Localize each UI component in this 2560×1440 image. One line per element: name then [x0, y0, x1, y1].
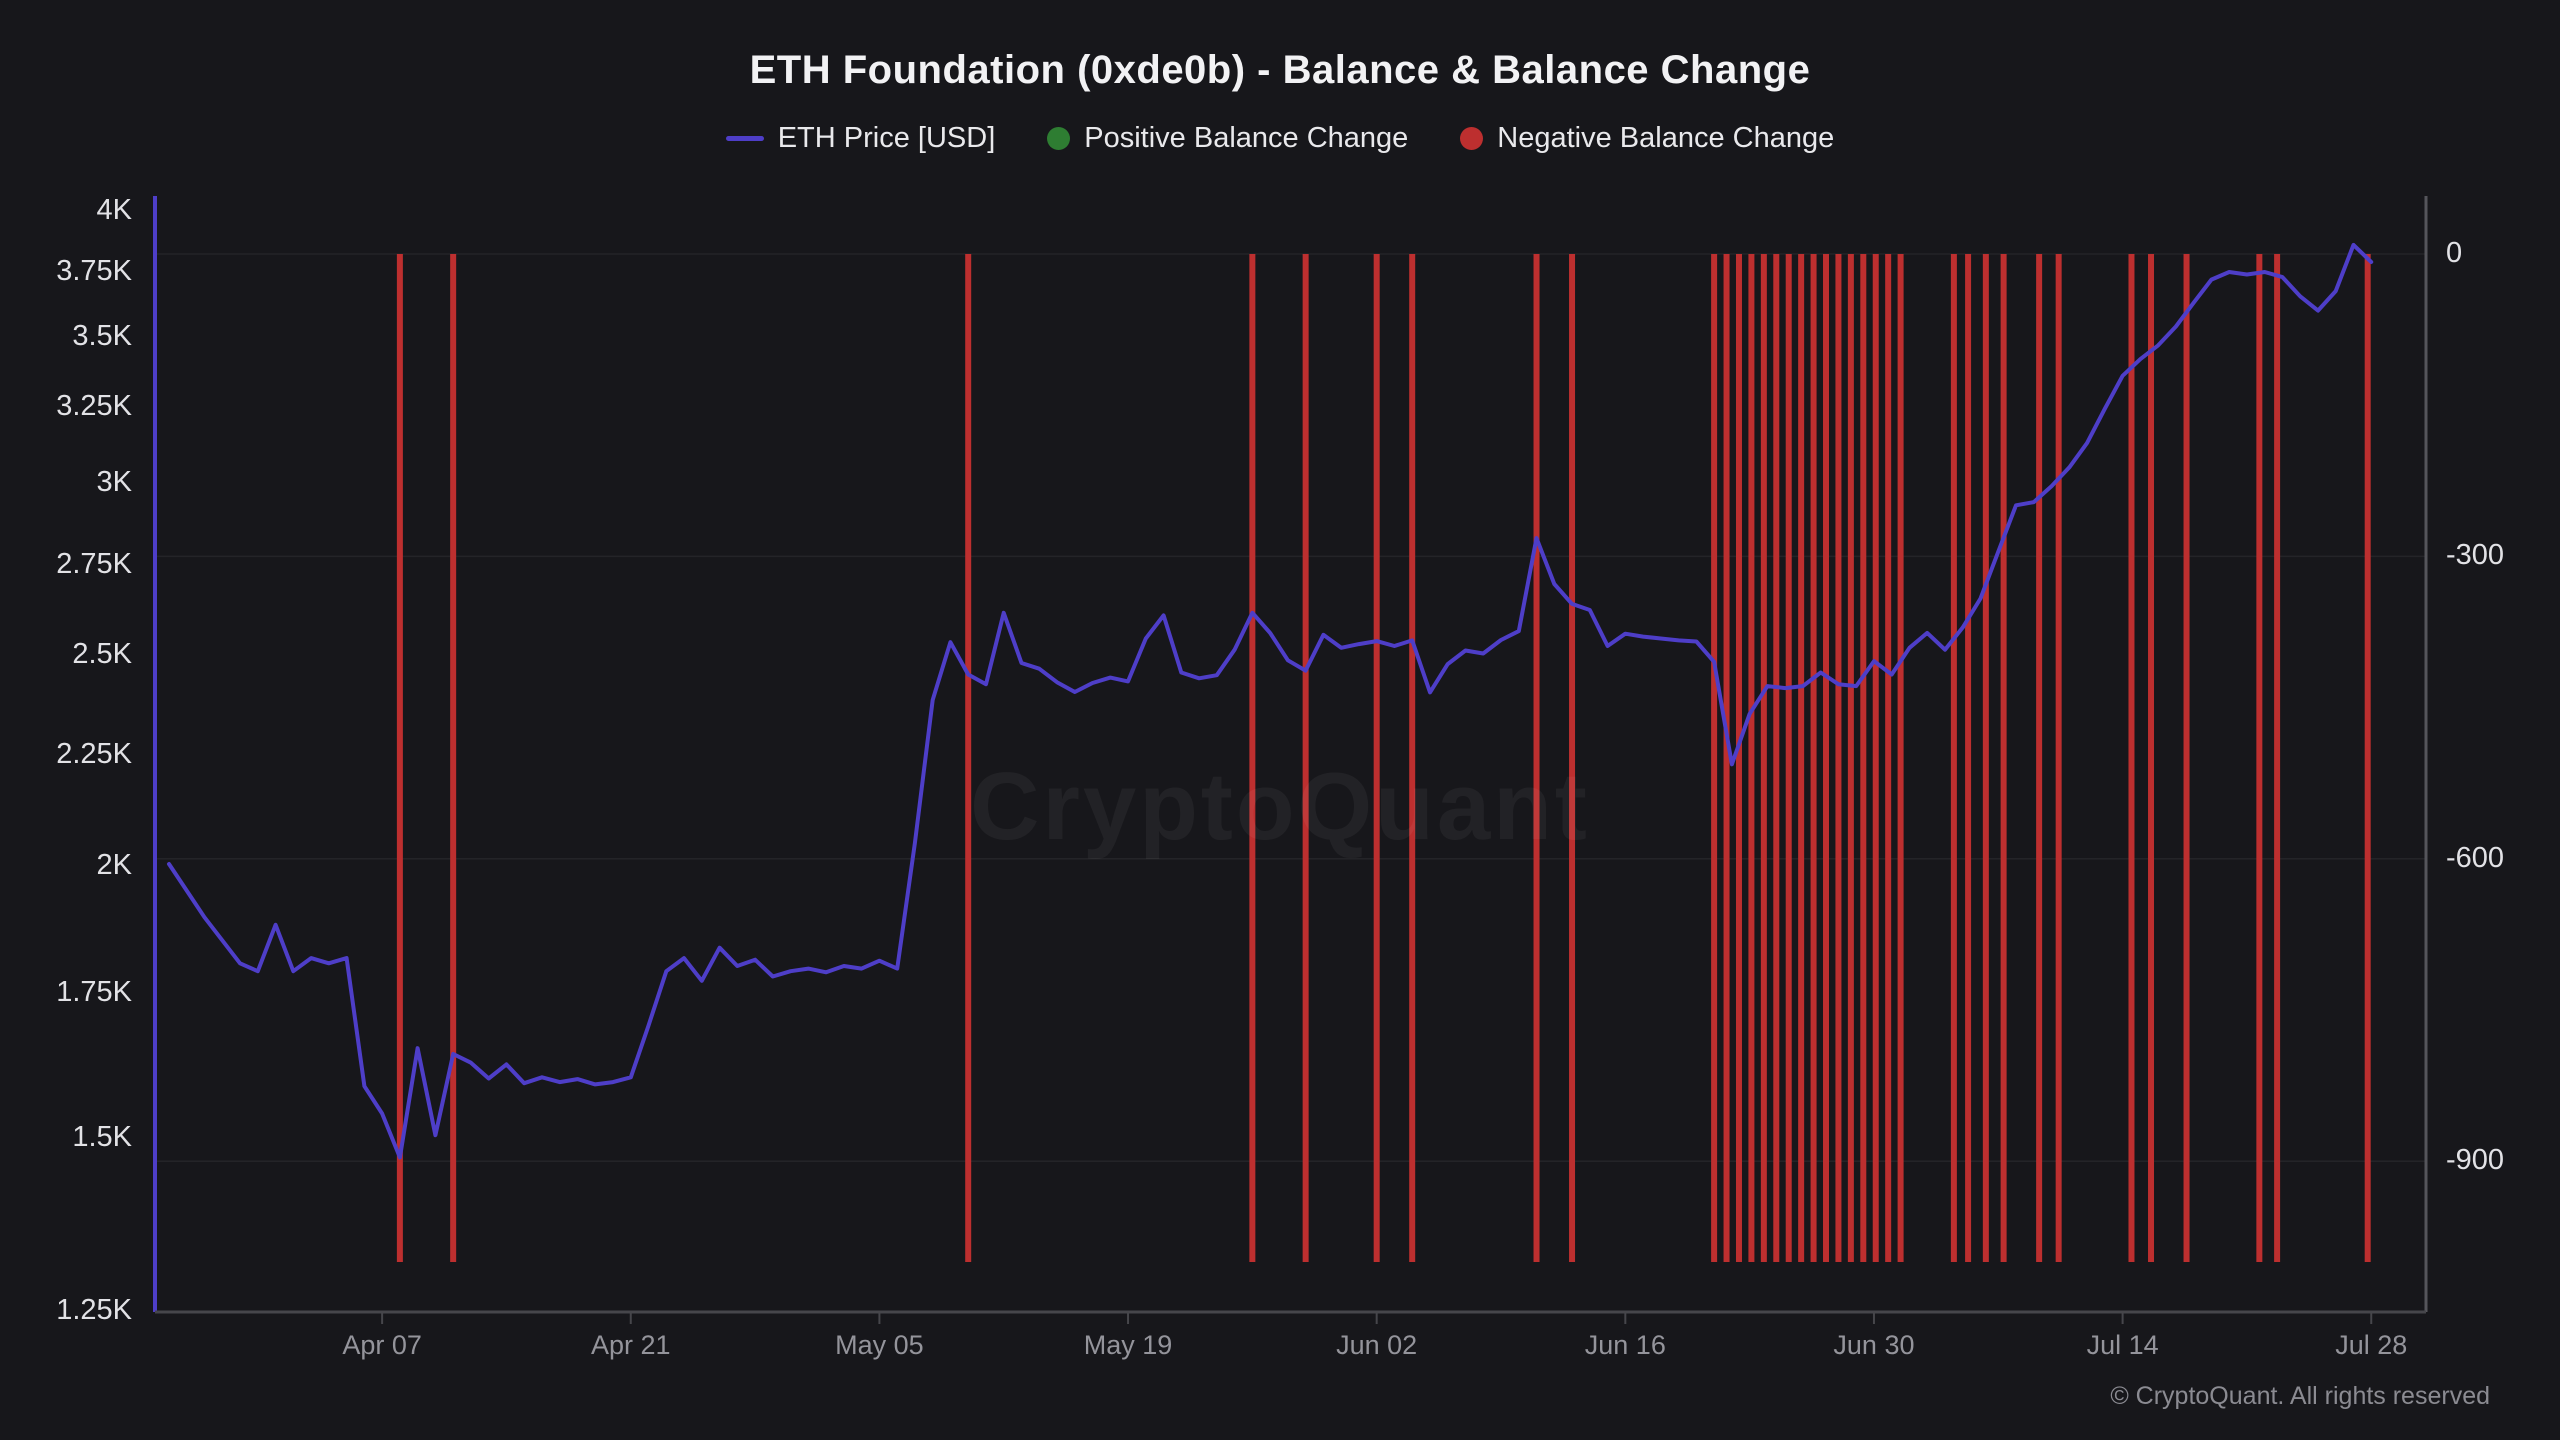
negative-balance-bar[interactable] — [1533, 254, 1540, 1262]
negative-balance-bar[interactable] — [1798, 254, 1805, 1262]
negative-balance-bar[interactable] — [2128, 254, 2135, 1262]
negative-balance-bar[interactable] — [1373, 254, 1380, 1262]
x-tick-label: May 05 — [835, 1330, 924, 1360]
negative-balance-bar[interactable] — [1723, 254, 1730, 1262]
y-left-tick-label: 1.5K — [72, 1121, 132, 1154]
y-left-tick-label: 1.25K — [56, 1293, 132, 1326]
negative-balance-bar[interactable] — [1735, 254, 1742, 1262]
x-tick-label: Apr 21 — [590, 1330, 671, 1360]
copyright-text: © CryptoQuant. All rights reserved — [2110, 1382, 2490, 1410]
negative-balance-bar[interactable] — [1711, 254, 1718, 1262]
negative-balance-bar[interactable] — [965, 254, 972, 1262]
negative-balance-bar[interactable] — [1872, 254, 1879, 1262]
y-left-tick-label: 2.25K — [56, 737, 132, 770]
y-right-tick-label: -900 — [2446, 1144, 2505, 1177]
negative-balance-bar[interactable] — [2256, 254, 2263, 1262]
y-left-tick-label: 1.75K — [56, 975, 132, 1008]
dot-swatch-icon — [1047, 127, 1071, 150]
negative-balance-bar[interactable] — [2055, 254, 2062, 1262]
y-left-tick-label: 3K — [96, 465, 132, 498]
negative-balance-bar[interactable] — [1823, 254, 1830, 1262]
y-left-tick-label: 2.5K — [72, 638, 132, 671]
negative-balance-bar[interactable] — [1897, 254, 1904, 1262]
x-tick-label: Jun 30 — [1833, 1330, 1915, 1360]
y-left-tick-label: 3.25K — [56, 390, 132, 423]
negative-balance-bar[interactable] — [396, 254, 403, 1262]
chart-title: ETH Foundation (0xde0b) - Balance & Bala… — [749, 48, 1811, 92]
negative-balance-bar[interactable] — [450, 254, 457, 1262]
negative-balance-bar[interactable] — [2274, 254, 2281, 1262]
y-right-tick-label: -600 — [2446, 841, 2505, 874]
negative-balance-bar[interactable] — [1965, 254, 1972, 1262]
negative-balance-bar[interactable] — [1249, 254, 1256, 1262]
negative-balance-bar[interactable] — [1885, 254, 1892, 1262]
negative-balance-bar[interactable] — [1860, 254, 1867, 1262]
negative-balance-bar[interactable] — [1569, 254, 1576, 1262]
y-left-tick-label: 2K — [96, 849, 132, 882]
x-tick-label: Jun 16 — [1584, 1330, 1666, 1360]
negative-balance-bar[interactable] — [1785, 254, 1792, 1262]
eth-price-line[interactable] — [167, 242, 2374, 1160]
negative-balance-bar[interactable] — [1950, 254, 1957, 1262]
legend-item-negative-balance-change[interactable]: Negative Balance Change — [1460, 122, 1834, 155]
legend-item-label: Positive Balance Change — [1084, 122, 1409, 154]
x-tick-label: Jul 14 — [2086, 1330, 2159, 1360]
x-tick-label: May 19 — [1083, 1330, 1173, 1360]
negative-balance-bar[interactable] — [2000, 254, 2007, 1262]
negative-balance-bar[interactable] — [1773, 254, 1780, 1262]
legend-item-eth-price-usd-[interactable]: ETH Price [USD] — [725, 122, 996, 155]
y-right-tick-label: 0 — [2446, 236, 2463, 269]
dot-swatch-icon — [1460, 127, 1484, 150]
x-tick-label: Jun 02 — [1336, 1330, 1418, 1360]
negative-balance-bar[interactable] — [1409, 254, 1416, 1262]
line-swatch-icon — [725, 136, 764, 141]
x-tick-label: Apr 07 — [342, 1330, 422, 1360]
y-left-tick-label: 3.5K — [72, 320, 132, 353]
negative-balance-bar[interactable] — [2036, 254, 2043, 1262]
negative-balance-bar[interactable] — [1847, 254, 1854, 1262]
negative-balance-bar[interactable] — [2148, 254, 2155, 1262]
negative-balance-bar[interactable] — [2183, 254, 2190, 1262]
negative-balance-bar[interactable] — [1760, 254, 1767, 1262]
negative-balance-bar[interactable] — [1302, 254, 1309, 1262]
negative-balance-bar[interactable] — [2364, 254, 2371, 1262]
y-left-tick-label: 2.75K — [56, 548, 132, 581]
negative-balance-bar[interactable] — [1982, 254, 1989, 1262]
y-left-tick-label: 3.75K — [56, 254, 132, 287]
legend-item-label: Negative Balance Change — [1497, 122, 1835, 154]
negative-balance-bar[interactable] — [1748, 254, 1755, 1262]
y-right-tick-label: -300 — [2446, 539, 2505, 572]
legend-item-positive-balance-change[interactable]: Positive Balance Change — [1047, 122, 1408, 155]
negative-balance-bar[interactable] — [1835, 254, 1842, 1262]
y-left-tick-label: 4K — [96, 193, 132, 226]
negative-balance-bar[interactable] — [1810, 254, 1817, 1262]
x-tick-label: Jul 28 — [2335, 1330, 2408, 1360]
legend-item-label: ETH Price [USD] — [777, 122, 996, 154]
legend: ETH Price [USD] Positive Balance Change Ne… — [0, 122, 2560, 155]
